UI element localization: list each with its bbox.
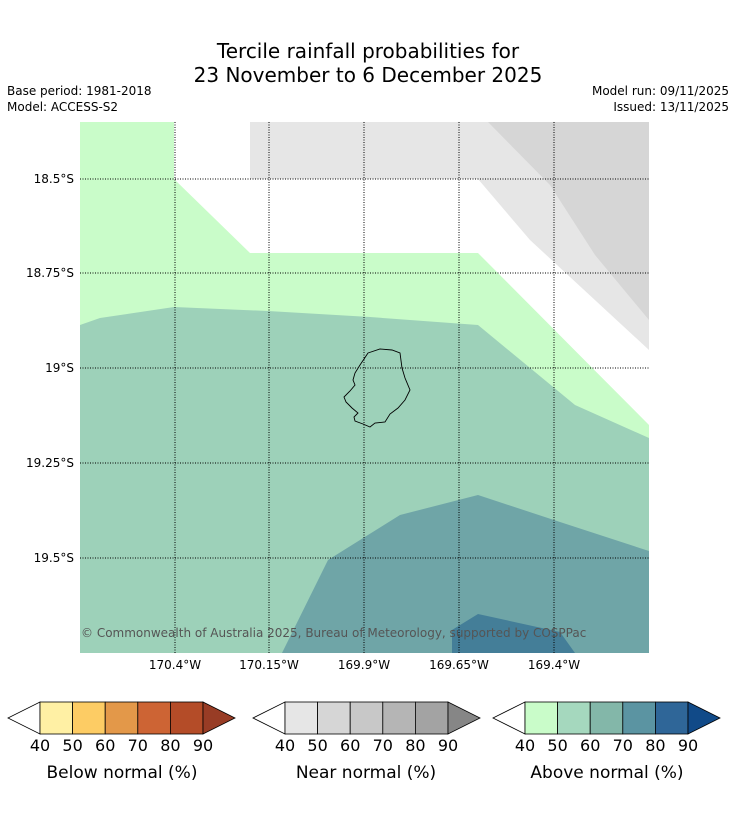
title-line-1: Tercile rainfall probabilities for: [216, 39, 520, 63]
legend-color-cell: [349, 701, 384, 735]
island-outline: [343, 348, 411, 428]
legend-color-cell: [589, 701, 624, 735]
legend-min-arrow: [7, 701, 41, 735]
region-near-normal-50: [488, 122, 649, 320]
legend-color-cell: [524, 701, 558, 735]
legend-below-normal: 40 50 60 70 80 90 Below normal (%): [7, 701, 236, 783]
legend-color-cell: [284, 701, 318, 735]
legend-tick-label: 80: [645, 736, 665, 755]
legend-tick-label: 60: [340, 736, 360, 755]
lat-label: 19°S: [45, 361, 74, 375]
legend-max-arrow: [687, 701, 721, 735]
legend-color-cell: [137, 701, 171, 735]
map[interactable]: © Commonwealth of Australia 2025, Bureau…: [26, 122, 649, 672]
legend-tick-label: 80: [405, 736, 425, 755]
lat-label: 19.5°S: [34, 551, 74, 565]
legend-tick-label: 70: [128, 736, 148, 755]
legend-label: Below normal (%): [47, 763, 198, 783]
legend-tick-label: 50: [307, 736, 327, 755]
legend-tick-label: 40: [515, 736, 535, 755]
model-name: Model: ACCESS-S2: [7, 100, 119, 114]
legend-tick-label: 50: [62, 736, 82, 755]
lon-label: 169.9°W: [338, 658, 390, 672]
lat-label: 18.5°S: [34, 172, 74, 186]
legend-color-cell: [655, 701, 689, 735]
base-period: Base period: 1981-2018: [7, 84, 152, 98]
lat-label: 19.25°S: [26, 456, 74, 470]
lat-label: 18.75°S: [26, 266, 74, 280]
legend-color-cell: [382, 701, 416, 735]
legend-color-cell: [39, 701, 73, 735]
legend-tick-label: 50: [547, 736, 567, 755]
legend-color-cell: [72, 701, 106, 735]
legend-color-cell: [104, 701, 139, 735]
region-above-normal-60: [282, 495, 649, 653]
lon-label: 170.15°W: [239, 658, 299, 672]
legend-min-arrow: [252, 701, 286, 735]
model-run: Model run: 09/11/2025: [591, 84, 729, 98]
legend-color-cell: [414, 701, 449, 735]
legend-tick-label: 90: [193, 736, 213, 755]
legend-above-normal: 40 50 60 70 80 90 Above normal (%): [492, 701, 721, 783]
legend-color-cell: [317, 701, 351, 735]
legend-tick-label: 90: [438, 736, 458, 755]
title-line-2: 23 November to 6 December 2025: [193, 63, 543, 87]
lon-label: 170.4°W: [149, 658, 201, 672]
legend-max-arrow: [447, 701, 481, 735]
legend-color-cell: [557, 701, 591, 735]
legend-near-normal: 40 50 60 70 80 90 Near normal (%): [252, 701, 481, 783]
legend-tick-label: 40: [30, 736, 50, 755]
legend-tick-label: 40: [275, 736, 295, 755]
legend-tick-label: 80: [160, 736, 180, 755]
legend-max-arrow: [202, 701, 236, 735]
legend-label: Above normal (%): [530, 763, 683, 783]
legend-tick-label: 70: [613, 736, 633, 755]
legend-tick-label: 60: [580, 736, 600, 755]
legend-color-cell: [169, 701, 204, 735]
legend-tick-label: 60: [95, 736, 115, 755]
legend-color-cell: [622, 701, 656, 735]
legend-min-arrow: [492, 701, 526, 735]
issued-date: Issued: 13/11/2025: [613, 100, 729, 114]
lon-label: 169.4°W: [528, 658, 580, 672]
legend-label: Near normal (%): [296, 763, 436, 783]
region-above-normal-70: [452, 614, 575, 653]
graticule: [80, 122, 649, 653]
legend-tick-label: 90: [678, 736, 698, 755]
lon-label: 169.65°W: [429, 658, 489, 672]
copyright-notice: © Commonwealth of Australia 2025, Bureau…: [81, 626, 586, 640]
legend-tick-label: 70: [373, 736, 393, 755]
